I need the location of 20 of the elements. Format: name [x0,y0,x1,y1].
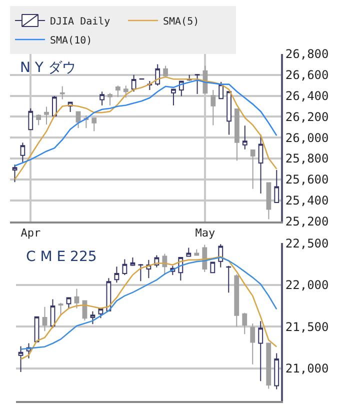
y-tick-label: 25,800 [285,152,329,166]
legend-label: SMA(5) [163,16,200,28]
text: N Y ダウ [20,60,76,76]
y-tick-label: 26,800 [285,47,329,62]
y-tick-label: 22,500 [285,236,329,250]
y-tick-label: 22,000 [285,278,329,292]
y-tick-label: 26,400 [285,89,329,104]
y-tick-label: 25,200 [285,214,329,228]
y-tick-label: 25,600 [285,172,329,187]
x-tick-label: Apr [20,226,41,240]
legend-label: DJIA Daily [50,16,110,28]
y-tick-label: 21,500 [285,320,329,334]
y-tick-label: 26,600 [285,68,329,82]
y-tick-label: 25,400 [285,194,329,208]
y-tick-label: 26,200 [285,110,329,124]
y-tick-label: 26,000 [285,130,329,145]
legend-label: SMA(10) [50,35,92,46]
y-tick-label: 21,000 [285,362,329,376]
x-tick-label: May [195,226,216,240]
text: C M E 225 [26,249,97,265]
